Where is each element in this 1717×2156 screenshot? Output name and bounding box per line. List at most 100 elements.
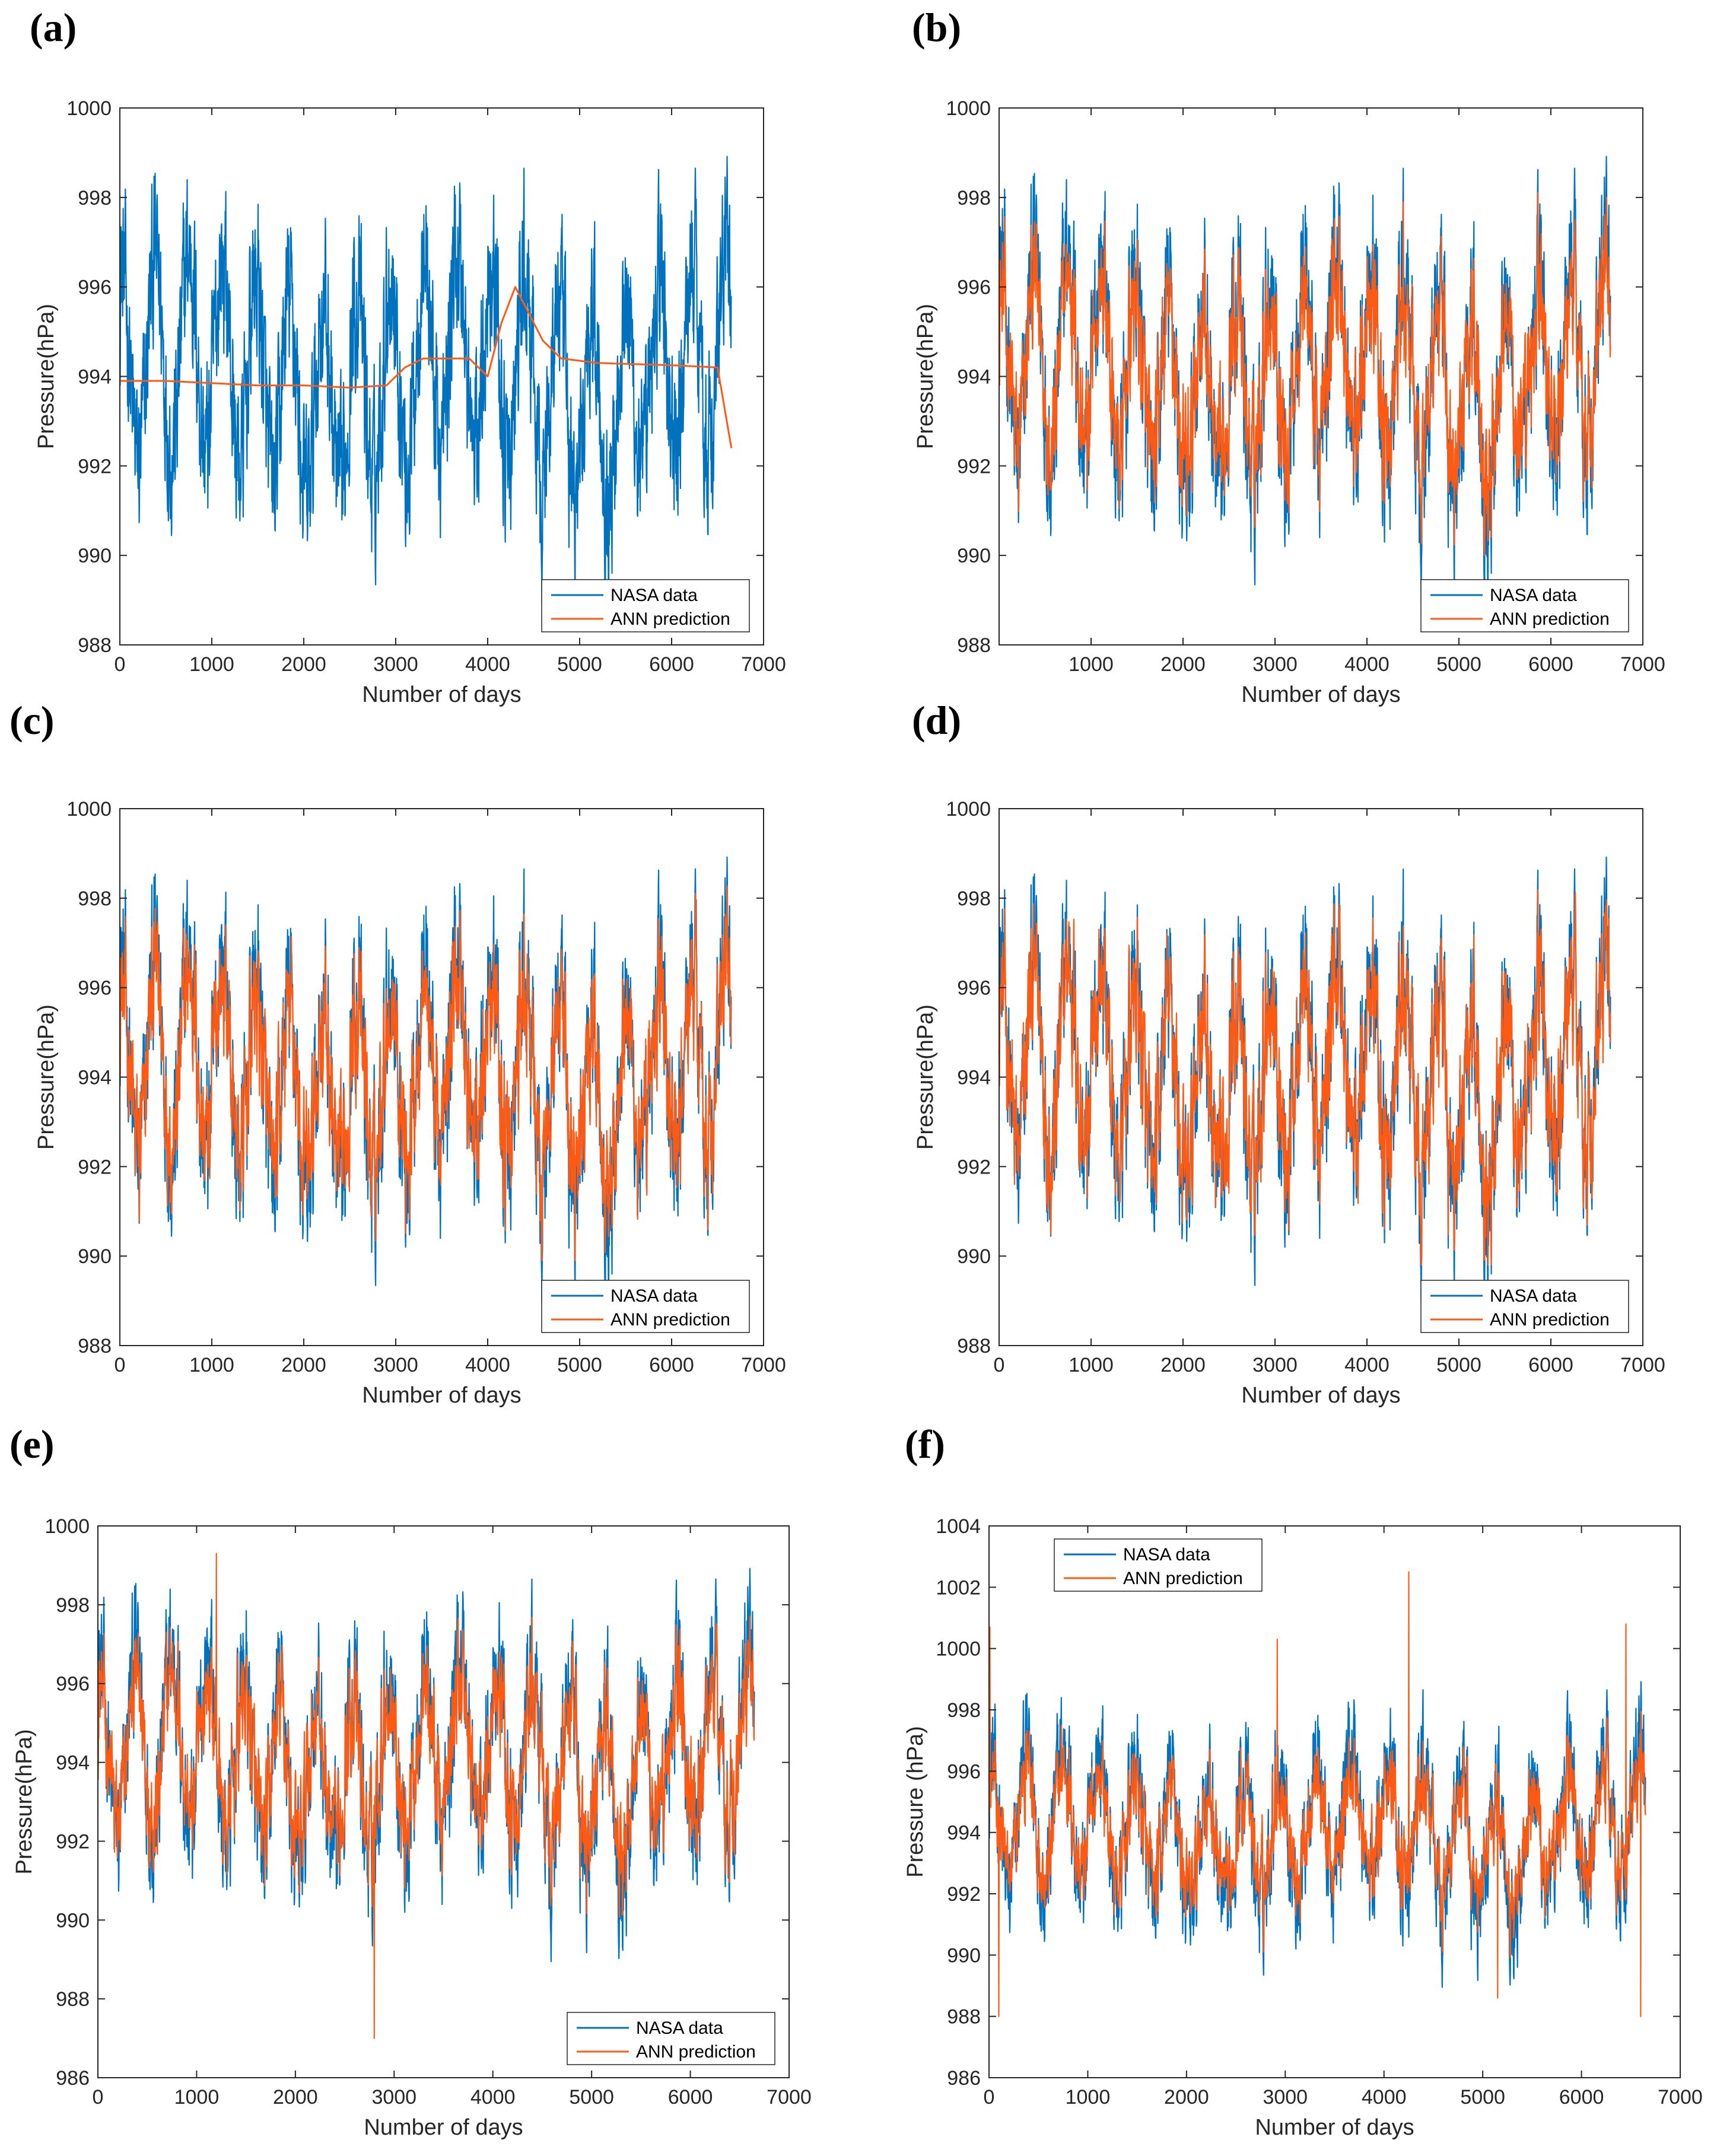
chart-b: 1000 2000 3000 4000 5000 6000 7000 988 990 992 994… — [913, 97, 1665, 707]
x-axis-label: Number of days — [1241, 1383, 1400, 1408]
legend-label-ann: ANN prediction — [611, 609, 730, 629]
x-tick-label: 4000 — [1344, 653, 1390, 676]
y-axis-label: Pressure(hPa) — [913, 304, 938, 449]
y-tick-label: 986 — [947, 2067, 981, 2090]
series-line-ann-prediction — [998, 192, 1611, 557]
y-tick-label: 1000 — [66, 97, 112, 120]
legend: NASA data ANN prediction — [567, 2012, 775, 2065]
y-axis-label: Pressure(hPa) — [34, 1004, 59, 1150]
series-line-ann-prediction — [97, 1553, 755, 2039]
legend-label-nasa: NASA data — [611, 586, 698, 605]
series-line-nasa-data — [119, 155, 732, 603]
x-tick-label: 7000 — [1658, 2086, 1703, 2109]
y-tick-label: 990 — [56, 1909, 90, 1932]
legend-label-nasa: NASA data — [636, 2018, 723, 2038]
plot-frame — [988, 1525, 1681, 2078]
y-tick-label: 994 — [957, 366, 991, 389]
series-line-ann-prediction — [988, 1571, 1646, 2017]
y-tick-label: 992 — [957, 455, 991, 478]
panel-label: (e) — [9, 1422, 55, 1467]
x-tick-label: 2000 — [1164, 2086, 1209, 2109]
x-tick-label: 2000 — [1160, 653, 1206, 676]
y-tick-label: 996 — [78, 276, 112, 299]
x-tick-label: 1000 — [1069, 653, 1114, 676]
x-tick-label: 3000 — [1252, 1354, 1298, 1376]
chart-a: 0 1000 2000 3000 4000 5000 6000 7000 988 990 992 99… — [34, 97, 786, 707]
y-tick-label: 998 — [957, 888, 991, 910]
y-tick-label: 998 — [56, 1594, 90, 1617]
y-tick-label: 988 — [78, 1335, 112, 1357]
y-tick-label: 998 — [947, 1699, 981, 1722]
legend-box — [567, 2012, 775, 2065]
x-tick-label: 4000 — [1344, 1354, 1390, 1376]
y-tick-label: 998 — [957, 187, 991, 209]
y-tick-label: 990 — [957, 545, 991, 567]
y-tick-label: 988 — [78, 634, 112, 657]
x-tick-label: 3000 — [373, 1354, 418, 1376]
y-tick-label: 988 — [957, 634, 991, 657]
y-tick-label: 988 — [957, 1335, 991, 1357]
x-tick-label: 5000 — [569, 2086, 614, 2109]
x-tick-label: 3000 — [371, 2086, 416, 2109]
y-tick-label: 994 — [78, 1067, 112, 1089]
y-tick-label: 992 — [947, 1883, 981, 1906]
panel-label: (d) — [912, 698, 962, 743]
x-tick-label: 0 — [115, 1354, 126, 1376]
x-axis-label: Number of days — [364, 2115, 523, 2140]
x-tick-label: 4000 — [465, 653, 510, 676]
y-tick-label: 996 — [957, 977, 991, 1000]
x-tick-label: 7000 — [767, 2086, 812, 2109]
x-tick-label: 6000 — [649, 653, 694, 676]
y-tick-label: 1000 — [66, 798, 112, 821]
legend-label-nasa: NASA data — [1490, 1286, 1577, 1306]
y-tick-label: 994 — [78, 366, 112, 389]
x-tick-label: 0 — [93, 2086, 104, 2109]
legend: NASA data ANN prediction — [1054, 1538, 1263, 1592]
legend-label-nasa: NASA data — [1490, 586, 1577, 605]
y-tick-label: 998 — [78, 888, 112, 910]
legend-box — [1054, 1538, 1263, 1592]
y-tick-label: 986 — [56, 2067, 90, 2090]
chart-d: 0 1000 2000 3000 4000 5000 6000 7000 988 990 992 99… — [913, 798, 1665, 1408]
legend-label-ann: ANN prediction — [1123, 1569, 1243, 1588]
x-tick-label: 3000 — [1263, 2086, 1308, 2109]
x-tick-label: 6000 — [1528, 1354, 1573, 1376]
x-tick-label: 7000 — [1620, 653, 1665, 676]
x-axis-label: Number of days — [362, 1383, 521, 1408]
chart-c: 0 1000 2000 3000 4000 5000 6000 7000 988 990 992 99… — [34, 798, 786, 1408]
x-axis-label: Number of days — [1255, 2115, 1414, 2140]
panel-e: (e) 0 1000 2000 3000 4000 5000 6000 7000 986 988 9… — [0, 1400, 858, 2156]
chart-e: 0 1000 2000 3000 4000 5000 6000 7000 986 988 990 99… — [12, 1515, 812, 2140]
x-axis-label: Number of days — [1241, 682, 1400, 707]
panel-a: (a) 0 1000 2000 3000 4000 5000 6000 7000 988 990 9… — [0, 0, 858, 707]
x-tick-label: 5000 — [557, 1354, 602, 1376]
x-axis-label: Number of days — [362, 682, 521, 707]
y-tick-label: 996 — [957, 276, 991, 299]
x-tick-label: 6000 — [1528, 653, 1573, 676]
panel-f: (f) 0 1000 2000 3000 4000 5000 6000 7000 986 988 9… — [858, 1400, 1717, 2156]
legend-label-nasa: NASA data — [1123, 1545, 1210, 1564]
legend-label-ann: ANN prediction — [1490, 1310, 1610, 1330]
y-tick-label: 996 — [947, 1760, 981, 1783]
legend-label-ann: ANN prediction — [1490, 609, 1610, 629]
legend-label-ann: ANN prediction — [611, 1310, 730, 1330]
y-axis-label: Pressure(hPa) — [913, 1004, 938, 1150]
x-tick-label: 6000 — [668, 2086, 713, 2109]
x-tick-label: 1000 — [1069, 1354, 1114, 1376]
y-tick-label: 1000 — [946, 97, 991, 120]
y-tick-label: 990 — [78, 545, 112, 567]
y-tick-label: 994 — [947, 1822, 981, 1845]
legend-label-ann: ANN prediction — [636, 2042, 756, 2062]
legend: NASA data ANN prediction — [541, 1280, 750, 1333]
x-tick-label: 1000 — [189, 653, 234, 676]
y-tick-label: 1000 — [936, 1638, 981, 1661]
plot-frame — [97, 1525, 790, 2078]
y-tick-label: 990 — [957, 1245, 991, 1268]
x-tick-label: 4000 — [470, 2086, 516, 2109]
x-tick-label: 6000 — [1559, 2086, 1604, 2109]
x-tick-label: 2000 — [1160, 1354, 1206, 1376]
x-tick-label: 0 — [115, 653, 126, 676]
legend-box — [1420, 579, 1629, 632]
y-tick-label: 1002 — [936, 1576, 981, 1599]
chart-f: 0 1000 2000 3000 4000 5000 6000 7000 986 988 990 99… — [903, 1515, 1703, 2140]
